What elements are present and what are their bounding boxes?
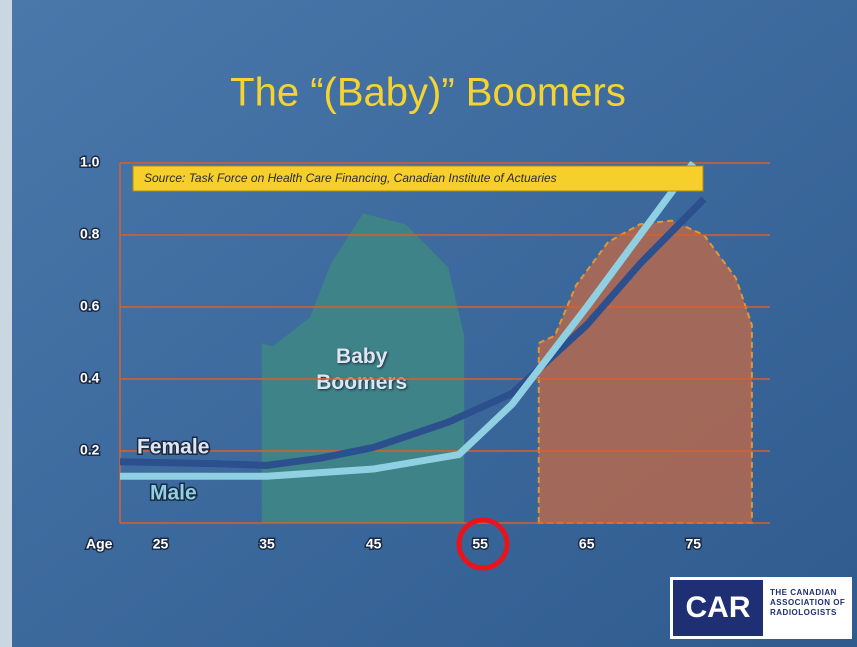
y-tick-label: 0.6 <box>80 298 100 314</box>
series-label: Female <box>137 436 209 459</box>
y-tick-label: 1.0 <box>80 154 100 170</box>
x-tick-label: 75 <box>685 536 701 552</box>
x-tick-label: 45 <box>366 536 382 552</box>
x-tick-label: 25 <box>153 536 169 552</box>
x-tick-label: 35 <box>259 536 275 552</box>
chart-title: The “(Baby)” Boomers <box>230 71 626 115</box>
series-label: Male <box>150 482 197 505</box>
slide: The “(Baby)” Boomers Baby Boomers 0.2 0.4 0… <box>0 0 857 647</box>
x-tick-label: 65 <box>579 536 595 552</box>
source-note: Source: Task Force on Health Care Financ… <box>144 171 557 185</box>
y-tick-label: 0.8 <box>80 226 100 242</box>
logo-text-box: THE CANADIAN ASSOCIATION OF RADIOLOGISTS <box>770 588 852 634</box>
area-label: Baby Boomers <box>307 344 417 396</box>
x-axis-label: Age <box>86 536 113 552</box>
logo-text: THE CANADIAN ASSOCIATION OF RADIOLOGISTS <box>770 588 852 618</box>
slide-edge <box>0 0 12 647</box>
y-tick-label: 0.2 <box>80 442 100 458</box>
x-tick-label: 55 <box>472 536 488 552</box>
area-label-box: Baby Boomers <box>282 344 442 404</box>
logo-mark: CAR <box>686 591 751 624</box>
page: {"chart_data": {"type": "line", "title":… <box>0 0 857 647</box>
y-tick-label: 0.4 <box>80 370 100 386</box>
